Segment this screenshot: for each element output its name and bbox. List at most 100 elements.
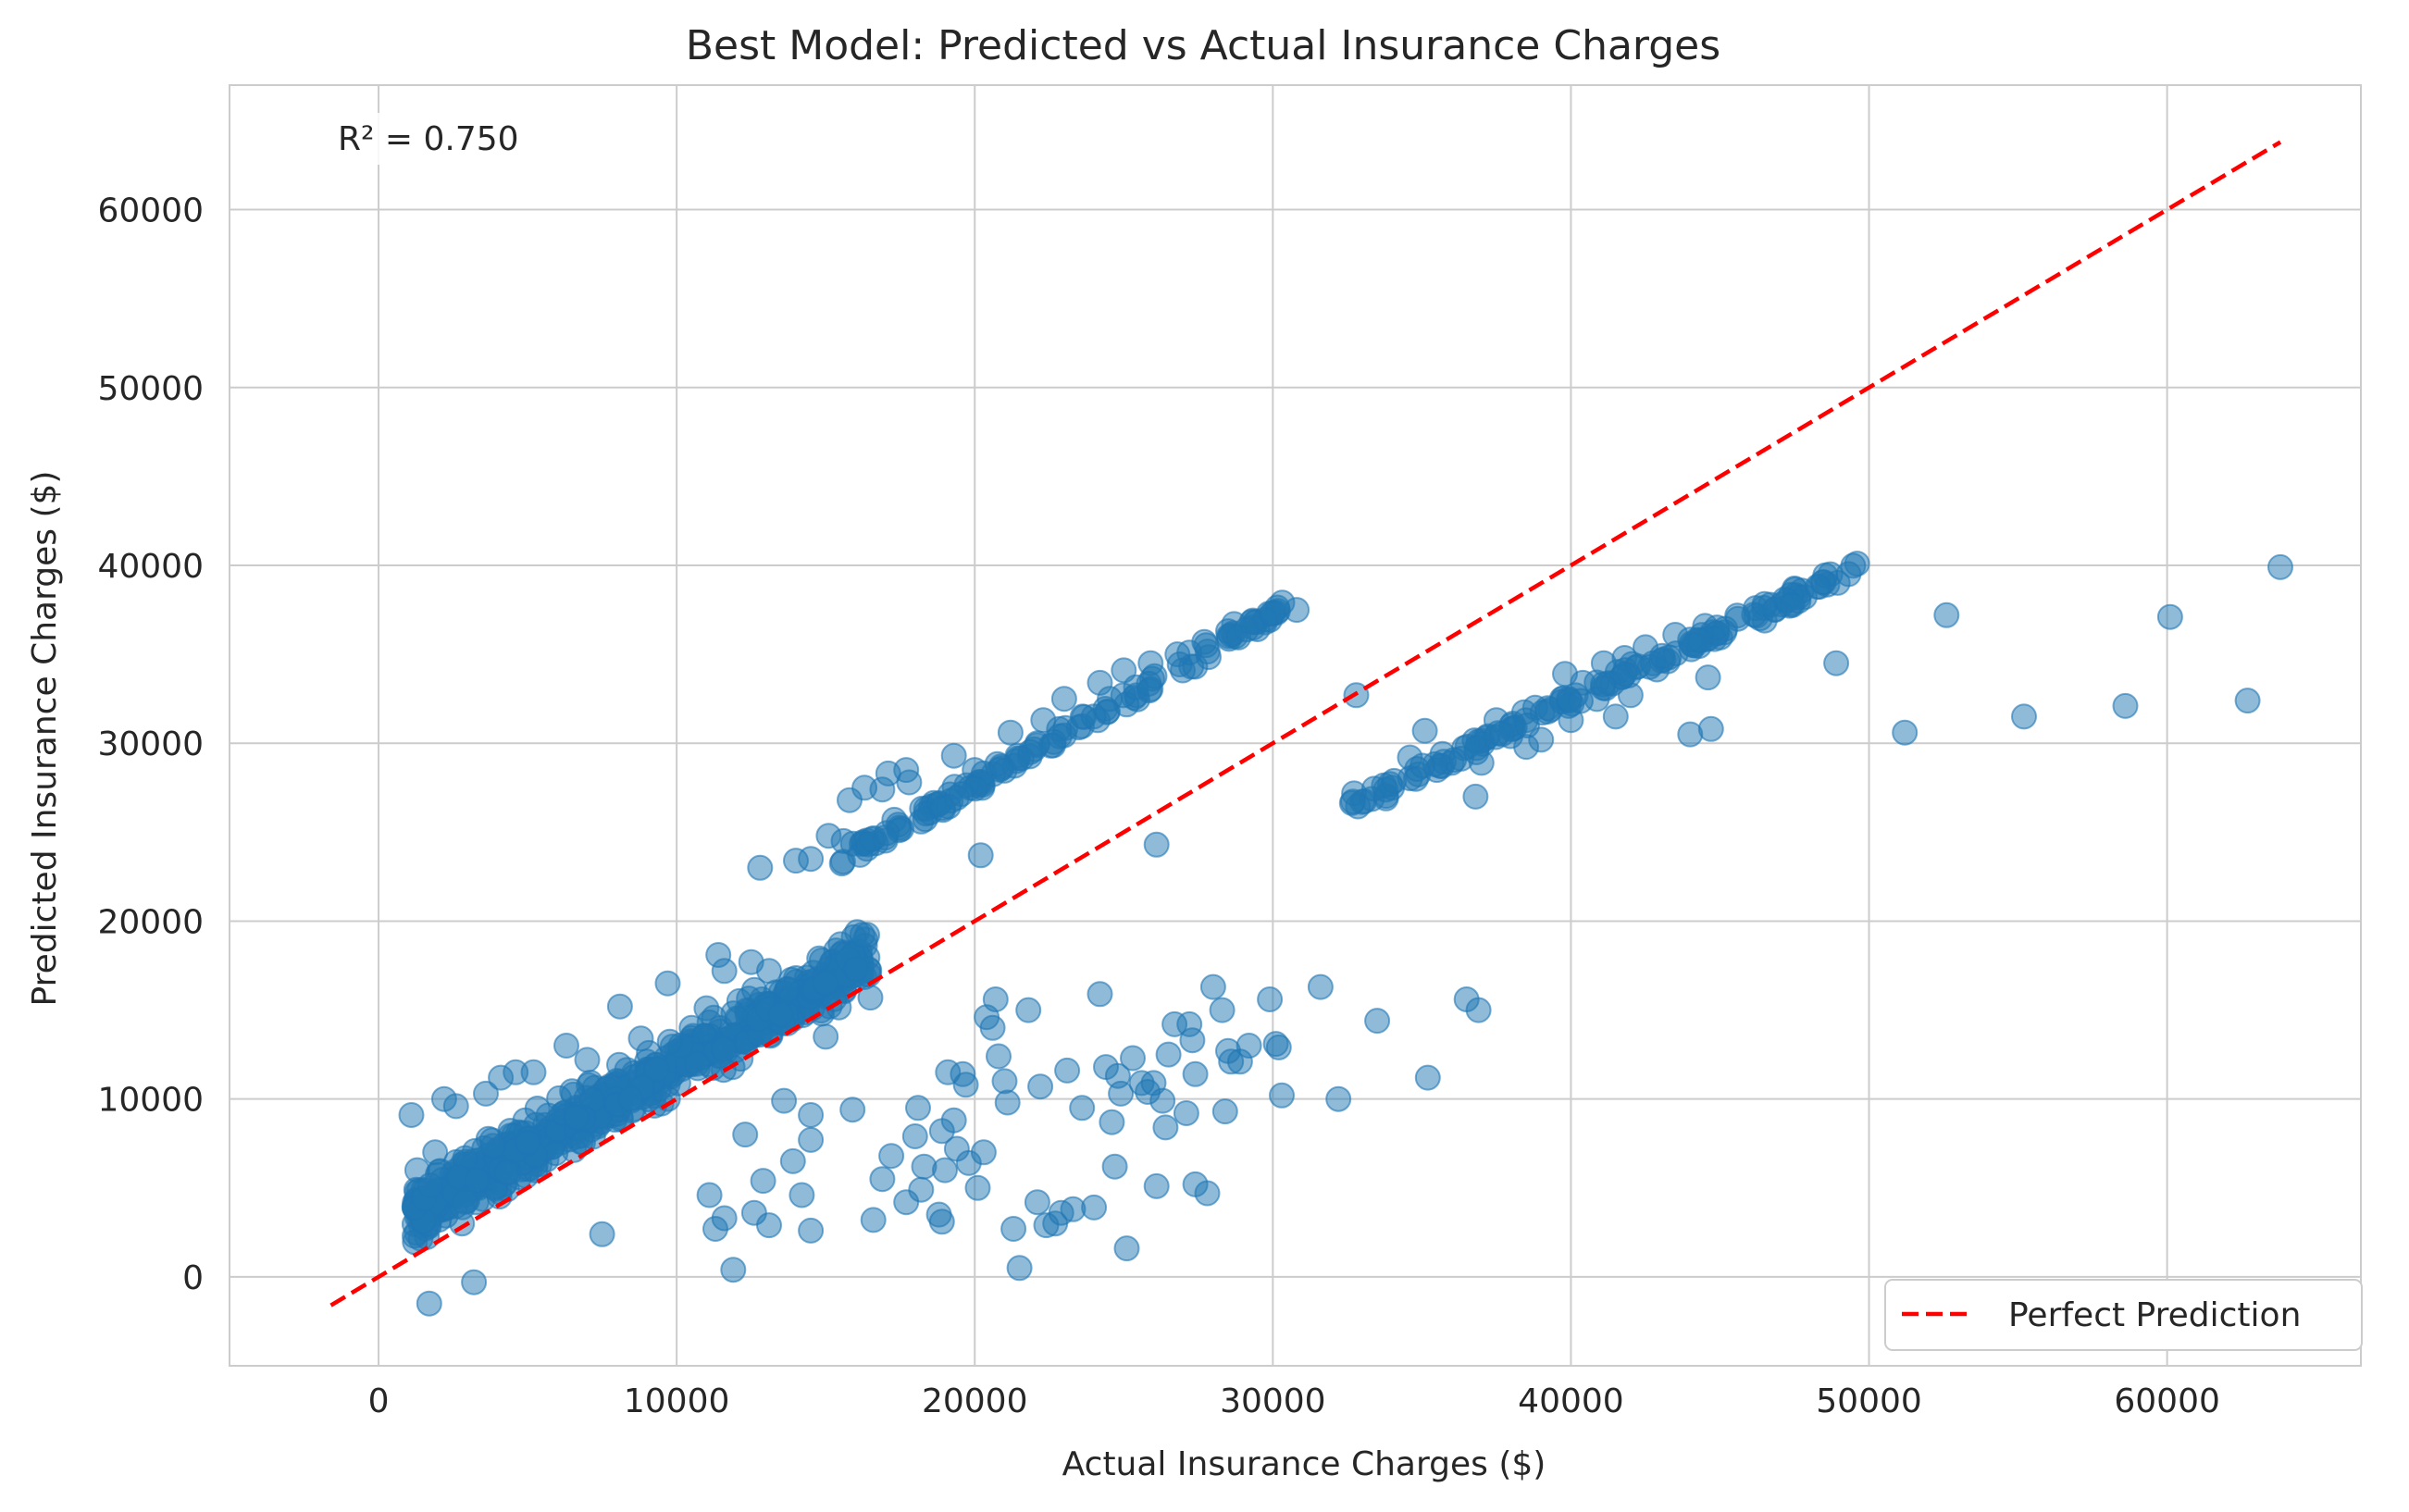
data-point xyxy=(1152,1114,1179,1141)
data-point xyxy=(442,1093,469,1120)
y-tick-label: 20000 xyxy=(97,903,204,941)
data-point xyxy=(1097,686,1124,713)
data-point xyxy=(1602,703,1629,730)
data-point xyxy=(798,1126,825,1153)
data-point xyxy=(1381,767,1408,794)
data-point xyxy=(1462,783,1489,810)
legend-box xyxy=(1884,1279,2363,1351)
data-point xyxy=(1409,752,1436,779)
data-point xyxy=(1050,686,1077,713)
data-point xyxy=(2112,692,2139,719)
data-point xyxy=(711,958,738,985)
data-point xyxy=(1087,981,1113,1008)
x-tick-label: 40000 xyxy=(1518,1382,1624,1420)
data-point xyxy=(1054,1057,1081,1084)
data-point xyxy=(656,1028,683,1055)
data-point xyxy=(940,742,967,769)
data-point xyxy=(520,1059,547,1085)
y-tick-label: 0 xyxy=(182,1259,204,1297)
data-point xyxy=(2267,553,2293,580)
data-point xyxy=(964,1174,991,1201)
data-point xyxy=(1411,717,1438,744)
data-point xyxy=(1173,1100,1199,1126)
data-point xyxy=(1325,1085,1352,1112)
data-point xyxy=(416,1290,442,1317)
data-point xyxy=(869,1166,896,1193)
data-point xyxy=(750,1168,776,1195)
data-point xyxy=(878,1143,905,1170)
data-point xyxy=(2156,603,2183,630)
data-point xyxy=(1447,745,1474,772)
data-point xyxy=(1695,664,1721,691)
data-point xyxy=(1779,591,1806,618)
data-point xyxy=(986,1043,1012,1070)
data-point xyxy=(901,1123,928,1149)
x-tick-label: 20000 xyxy=(922,1382,1028,1420)
data-point xyxy=(617,1085,644,1112)
data-point xyxy=(684,1050,711,1077)
y-tick-labels: 0 10000 20000 30000 40000 50000 60000 xyxy=(97,192,204,1297)
data-point xyxy=(767,1001,794,1028)
data-point xyxy=(1823,650,1850,676)
data-point xyxy=(1149,1087,1176,1114)
data-point xyxy=(452,1189,478,1215)
y-tick-label: 10000 xyxy=(97,1082,204,1120)
data-point xyxy=(940,1107,967,1134)
y-tick-label: 50000 xyxy=(97,370,204,408)
data-point xyxy=(1465,997,1492,1023)
plot-frame xyxy=(229,84,2362,1367)
x-tick-labels: 0 10000 20000 30000 40000 50000 60000 xyxy=(368,1382,2220,1420)
data-point xyxy=(798,1217,825,1244)
y-tick-label: 40000 xyxy=(97,548,204,586)
data-point xyxy=(461,1269,488,1295)
data-point xyxy=(1265,1034,1292,1060)
data-point xyxy=(997,719,1024,746)
data-point xyxy=(1024,1189,1050,1216)
data-point xyxy=(643,1056,670,1083)
data-point xyxy=(464,1167,490,1194)
data-point xyxy=(774,976,801,1003)
data-point xyxy=(711,1035,738,1062)
data-point xyxy=(1108,1080,1135,1107)
data-point xyxy=(1179,1027,1206,1054)
data-point xyxy=(1236,1033,1262,1059)
data-point xyxy=(1080,703,1107,730)
data-point xyxy=(1686,627,1713,653)
data-point xyxy=(493,1159,520,1185)
perfect-prediction-line xyxy=(329,140,2282,1308)
data-point xyxy=(994,1089,1021,1116)
data-point xyxy=(574,1047,601,1073)
data-point xyxy=(563,1104,590,1131)
data-point xyxy=(1590,671,1616,698)
data-point xyxy=(798,1102,825,1128)
data-point xyxy=(720,1257,747,1283)
data-point xyxy=(711,1205,738,1232)
data-point xyxy=(1697,715,1724,742)
x-tick-label: 0 xyxy=(368,1382,390,1420)
y-tick-label: 60000 xyxy=(97,192,204,230)
data-point xyxy=(732,1122,759,1148)
data-point xyxy=(1101,1153,1128,1180)
data-point xyxy=(1199,973,1226,1000)
data-point xyxy=(813,1023,839,1050)
data-point xyxy=(905,1095,931,1122)
data-point xyxy=(1209,997,1236,1023)
data-point xyxy=(1892,719,1919,746)
data-point xyxy=(896,769,923,796)
data-point xyxy=(1000,1216,1027,1242)
data-point xyxy=(1259,601,1285,627)
x-tick-label: 10000 xyxy=(624,1382,730,1420)
data-point xyxy=(928,1208,955,1235)
data-point xyxy=(1143,831,1170,858)
data-point xyxy=(479,1133,506,1159)
data-point xyxy=(779,1147,806,1174)
data-point xyxy=(979,1014,1006,1041)
data-point xyxy=(1835,561,1862,588)
data-point xyxy=(932,1157,958,1184)
data-point xyxy=(860,1207,887,1233)
data-point xyxy=(1488,721,1515,748)
data-point xyxy=(1113,1235,1140,1262)
data-point xyxy=(982,986,1009,1012)
data-point xyxy=(1809,569,1836,596)
